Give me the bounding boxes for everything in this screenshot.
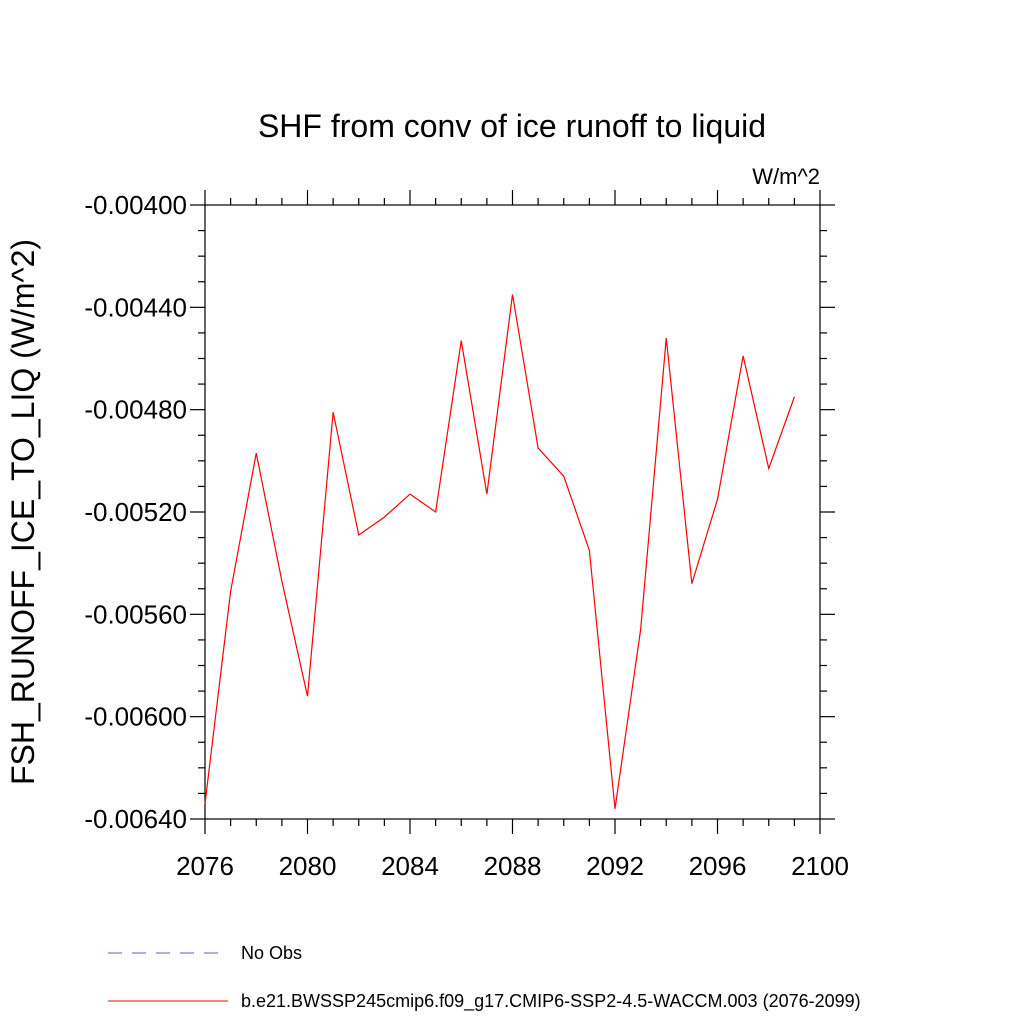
y-tick-label: -0.00640	[84, 804, 187, 834]
y-tick-label: -0.00560	[84, 599, 187, 629]
chart-title: SHF from conv of ice runoff to liquid	[258, 108, 766, 144]
x-tick-label: 2088	[484, 851, 542, 881]
x-tick-label: 2080	[279, 851, 337, 881]
x-axis-tick-labels: 2076 2080 2084 2088 2092 2096 2100	[176, 851, 849, 881]
series-layer	[204, 294, 795, 809]
x-tick-label: 2084	[381, 851, 439, 881]
y-tick-label: -0.00400	[84, 190, 187, 220]
x-tick-label: 2092	[586, 851, 644, 881]
axis-ticks	[190, 190, 835, 834]
x-tick-label: 2076	[176, 851, 234, 881]
x-tick-label: 2096	[689, 851, 747, 881]
legend-label-no-obs: No Obs	[241, 943, 302, 963]
y-axis-tick-labels: -0.00400 -0.00440 -0.00480 -0.00520 -0.00560…	[84, 190, 187, 834]
x-tick-label: 2100	[791, 851, 849, 881]
y-tick-label: -0.00480	[84, 395, 187, 425]
units-label: W/m^2	[752, 164, 820, 189]
y-tick-label: -0.00520	[84, 497, 187, 527]
series-line	[204, 294, 795, 809]
y-axis-label: FSH_RUNOFF_ICE_TO_LIQ (W/m^2)	[5, 239, 41, 785]
legend-label-series: b.e21.BWSSP245cmip6.f09_g17.CMIP6-SSP2-4…	[241, 991, 861, 1012]
y-tick-label: -0.00440	[84, 292, 187, 322]
legend: No Obs b.e21.BWSSP245cmip6.f09_g17.CMIP6…	[108, 943, 861, 1012]
y-tick-label: -0.00600	[84, 702, 187, 732]
